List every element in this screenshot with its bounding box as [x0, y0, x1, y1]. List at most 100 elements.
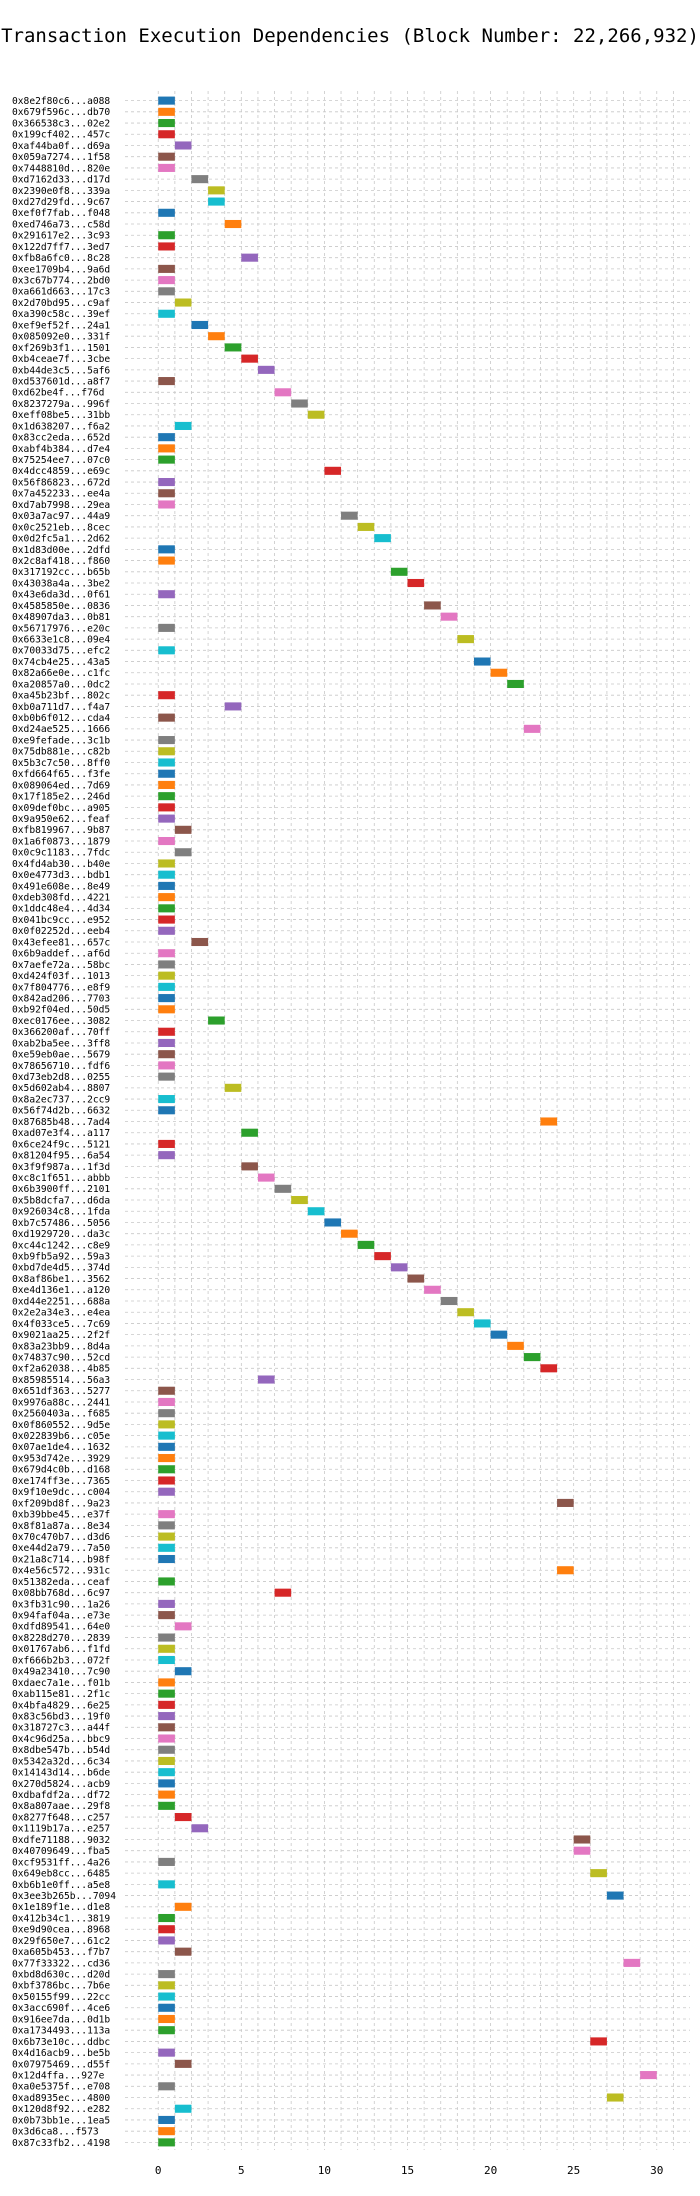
- y-tick-label: 0xbd7de4d5...374d: [12, 1263, 110, 1274]
- transaction-bar: [606, 1891, 624, 1900]
- transaction-bar: [590, 2037, 607, 2046]
- x-tick-label: 25: [567, 2164, 580, 2177]
- y-tick-label: 0xcf9531ff...4a26: [12, 1857, 110, 1868]
- transaction-bar: [158, 747, 175, 756]
- y-tick-label: 0x17f185e2...246d: [12, 792, 110, 803]
- transaction-bar: [341, 1229, 358, 1238]
- transaction-bar: [158, 1106, 175, 1115]
- y-tick-label: 0xe9fefade...3c1b: [12, 735, 110, 746]
- y-tick-label: 0x8e2f80c6...a088: [12, 96, 110, 107]
- transaction-bar: [158, 377, 175, 386]
- transaction-bar: [158, 1050, 175, 1059]
- y-tick-label: 0x1a6f0873...1879: [12, 836, 110, 847]
- y-tick-label: 0xa605b453...f7b7: [12, 1947, 110, 1958]
- y-tick-label: 0x041bc9cc...e952: [12, 915, 110, 926]
- transaction-bar: [158, 163, 175, 172]
- y-tick-label: 0x5342a32d...6c34: [12, 1756, 110, 1767]
- y-tick-label: 0x43038a4a...3be2: [12, 578, 110, 589]
- y-tick-label: 0x8277f648...c257: [12, 1812, 110, 1823]
- transaction-bar: [158, 1655, 175, 1665]
- transaction-bar: [174, 1622, 192, 1631]
- transaction-bar: [158, 1611, 175, 1620]
- transaction-bar: [357, 522, 375, 531]
- transaction-bar: [158, 231, 175, 240]
- y-tick-label: 0x1119b17a...e257: [12, 1824, 110, 1835]
- transaction-bar: [174, 2059, 192, 2068]
- transaction-bar: [158, 556, 175, 565]
- y-tick-label: 0x4585850e...0836: [12, 601, 110, 612]
- y-tick-label: 0x07975469...d55f: [12, 2059, 110, 2070]
- y-tick-label: 0x926034c8...1fda: [12, 1207, 110, 1218]
- y-tick-label: 0x75254ee7...07c0: [12, 455, 110, 466]
- y-tick-label: 0x0c9c1183...7fdc: [12, 848, 110, 859]
- transaction-bar: [606, 2093, 624, 2102]
- transaction-bar: [158, 691, 175, 700]
- transaction-bar: [191, 937, 209, 947]
- y-tick-label: 0x842ad206...7703: [12, 993, 110, 1004]
- y-tick-label: 0xb92f04ed...50d5: [12, 1005, 110, 1016]
- transaction-bar: [158, 444, 175, 453]
- y-tick-label: 0x4f033ce5...7c69: [12, 1319, 110, 1330]
- y-tick-label: 0x649eb8cc...6485: [12, 1869, 110, 1880]
- transaction-bar: [158, 1700, 175, 1709]
- transaction-bar: [158, 1801, 175, 1810]
- y-tick-label: 0x6b73e10c...ddbc: [12, 2037, 110, 2048]
- y-tick-label: 0x6633e1c8...09e4: [12, 635, 110, 646]
- transaction-bar: [158, 1027, 175, 1036]
- transaction-bar: [158, 1420, 175, 1429]
- transaction-bar: [158, 1756, 175, 1765]
- transaction-bar: [158, 1599, 175, 1608]
- y-tick-label: 0x651df363...5277: [12, 1386, 110, 1397]
- transaction-bar: [158, 713, 175, 722]
- y-tick-label: 0x6b3900ff...2101: [12, 1184, 110, 1195]
- transaction-bar: [573, 1835, 591, 1844]
- transaction-bar: [341, 511, 358, 520]
- y-tick-label: 0x43efee81...657c: [12, 937, 110, 948]
- y-tick-label: 0x0f860552...9d5e: [12, 1420, 110, 1431]
- y-tick-label: 0xb7c57486...5056: [12, 1218, 110, 1229]
- y-tick-label: 0xd27d29fd...9c67: [12, 197, 110, 208]
- transaction-bar: [174, 825, 192, 834]
- y-tick-label: 0x0f02252d...eeb4: [12, 926, 110, 937]
- transaction-bar: [158, 803, 175, 812]
- y-tick-label: 0x4bfa4829...6e25: [12, 1700, 110, 1711]
- transaction-bar: [158, 1543, 175, 1552]
- y-tick-label: 0x0b73bb1e...1ea5: [12, 2115, 110, 2126]
- transaction-bar: [158, 1925, 175, 1934]
- y-tick-label: 0xe174ff3e...7365: [12, 1476, 110, 1487]
- transaction-bar: [158, 769, 175, 778]
- transaction-bar: [158, 152, 175, 161]
- transaction-bar: [158, 1521, 175, 1530]
- y-tick-label: 0xad07e3f4...a117: [12, 1128, 110, 1139]
- y-tick-label: 0x81204f95...6a54: [12, 1151, 110, 1162]
- y-tick-label: 0xdaec7a1e...f01b: [12, 1678, 110, 1689]
- y-tick-label: 0x01767ab6...f1fd: [12, 1644, 110, 1655]
- transaction-bar: [307, 410, 325, 419]
- y-tick-label: 0xd73eb2d8...0255: [12, 1072, 110, 1083]
- y-tick-label: 0x2e2a34e3...e4ea: [12, 1308, 110, 1319]
- transaction-bar: [557, 1566, 574, 1575]
- y-tick-label: 0x120d8f92...e282: [12, 2104, 110, 2115]
- transaction-bar: [158, 1633, 175, 1642]
- transaction-bar: [158, 119, 175, 128]
- transaction-bar: [507, 1341, 524, 1350]
- transaction-bar: [507, 679, 524, 689]
- transaction-bar: [158, 926, 175, 935]
- y-tick-label: 0xd62be4f...f76d: [12, 388, 104, 399]
- transaction-bar: [158, 971, 175, 980]
- transaction-bar: [457, 1308, 474, 1317]
- transaction-bar: [158, 264, 175, 273]
- transaction-bar: [191, 175, 209, 184]
- transaction-bar: [158, 982, 175, 991]
- y-tick-label: 0xab115e81...2f1c: [12, 1689, 110, 1700]
- transaction-bar: [174, 298, 192, 307]
- y-tick-label: 0xfb819967...9b87: [12, 825, 110, 836]
- transaction-bar: [158, 1644, 175, 1653]
- transaction-bar: [158, 1532, 175, 1541]
- y-tick-label: 0xf2a62038...4b85: [12, 1364, 110, 1375]
- y-tick-label: 0x3d6ca8...f573: [12, 2127, 99, 2138]
- y-tick-label: 0xd424f03f...1013: [12, 971, 110, 982]
- transaction-bar: [158, 870, 175, 879]
- y-tick-label: 0x29f650e7...61c2: [12, 1936, 110, 1947]
- transaction-bar: [473, 657, 491, 666]
